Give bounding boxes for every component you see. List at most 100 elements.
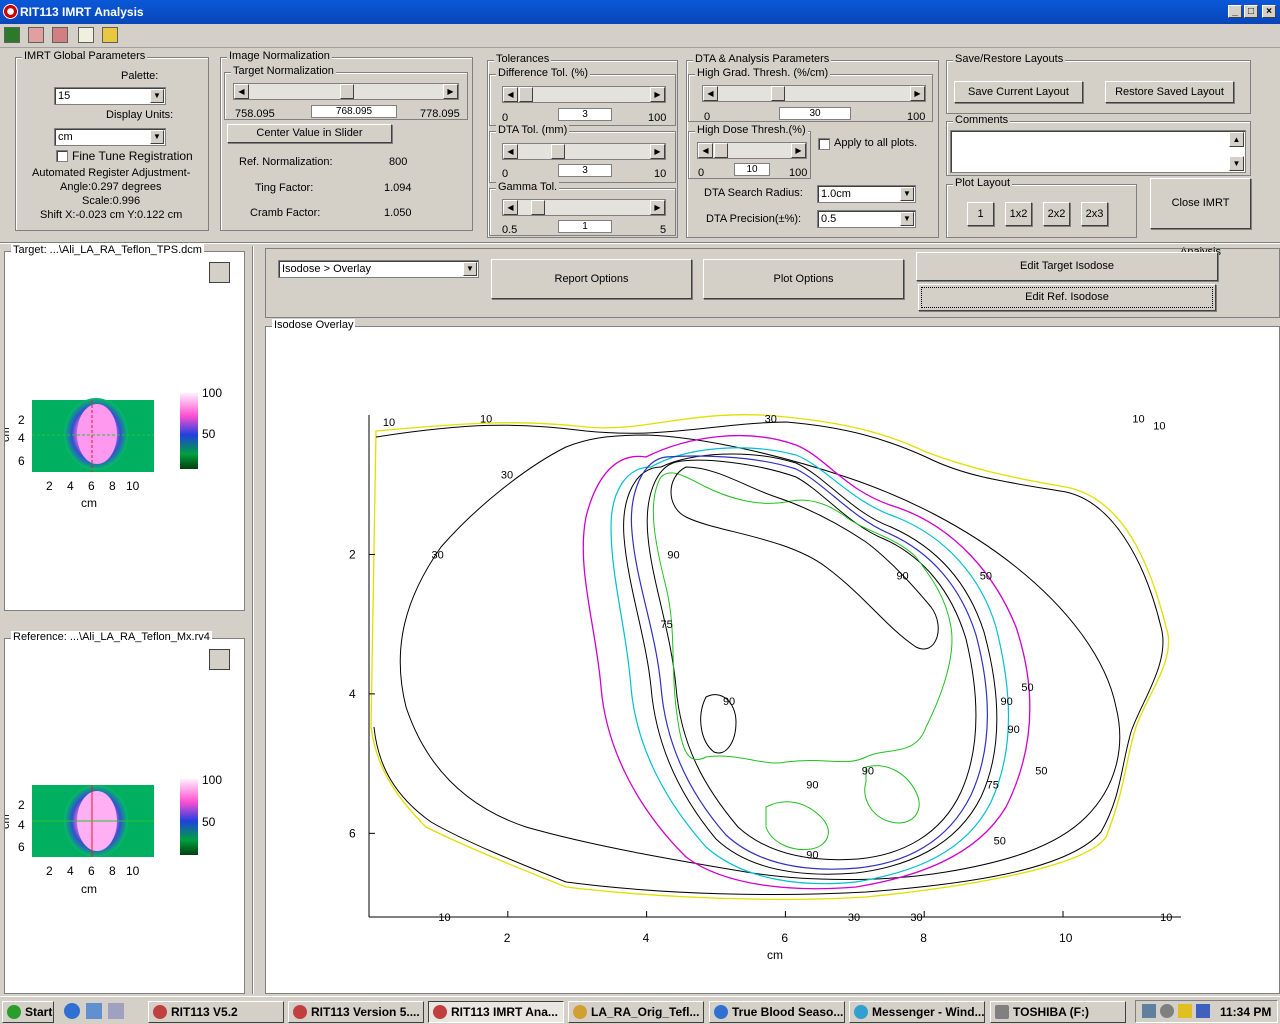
gamma-value[interactable]: 1 <box>558 220 612 233</box>
report-options-button[interactable]: Report Options <box>491 259 692 299</box>
slider-left-arrow[interactable]: ◀ <box>698 143 713 158</box>
image-normalization-group: Image Normalization Target Normalization… <box>220 50 473 231</box>
taskbar-item[interactable]: TOSHIBA (F:) <box>990 1001 1126 1023</box>
slider-thumb[interactable] <box>551 144 565 159</box>
target-normalization-group: Target Normalization ◀ ▶ 758.095 768.095… <box>224 65 468 120</box>
plot-options-button[interactable]: Plot Options <box>703 259 904 299</box>
taskbar-item[interactable]: RIT113 V5.2 <box>148 1001 284 1023</box>
diff-value[interactable]: 3 <box>558 108 612 121</box>
quicklaunch-app-icon[interactable] <box>108 1003 124 1019</box>
tray-monitor-icon[interactable] <box>1196 1004 1210 1018</box>
center-value-button[interactable]: Center Value in Slider <box>227 124 392 143</box>
high-dose-slider[interactable]: ◀ ▶ <box>697 142 807 159</box>
copy-icon[interactable] <box>28 27 44 43</box>
edit-ref-isodose-button[interactable]: Edit Ref. Isodose <box>918 284 1216 311</box>
hd-value[interactable]: 10 <box>734 163 770 176</box>
tray-shield-icon[interactable] <box>1178 1004 1192 1018</box>
hg-value[interactable]: 30 <box>779 107 851 120</box>
norm-min: 758.095 <box>235 108 275 120</box>
close-icon[interactable]: × <box>1262 5 1276 18</box>
cb-max-label: 100 <box>202 386 222 400</box>
gamma-max: 5 <box>660 224 667 236</box>
slider-right-arrow[interactable]: ▶ <box>650 144 665 159</box>
target-thumbnail: 100 50 2 4 6 cm 2 4 6 8 10 cm <box>5 386 222 510</box>
ruler-icon[interactable] <box>209 649 230 670</box>
difference-tol-slider[interactable]: ◀ ▶ <box>502 86 666 103</box>
taskbar-item[interactable]: RIT113 Version 5.... <box>288 1001 424 1023</box>
edit-target-isodose-button[interactable]: Edit Target Isodose <box>916 252 1218 281</box>
precision-value: 0.5 <box>821 213 837 225</box>
precision-label: DTA Precision(±%): <box>706 213 802 225</box>
chevron-down-icon[interactable]: ▼ <box>900 212 914 226</box>
x-tick-label: 4 <box>643 931 650 945</box>
search-radius-select[interactable]: 1.0cm ▼ <box>817 185 916 203</box>
scroll-down-icon[interactable]: ▼ <box>1229 156 1244 171</box>
dta-value[interactable]: 3 <box>558 164 612 177</box>
slider-left-arrow[interactable]: ◀ <box>503 144 518 159</box>
precision-select[interactable]: 0.5 ▼ <box>817 210 916 228</box>
slider-right-arrow[interactable]: ▶ <box>910 86 925 101</box>
slider-thumb[interactable] <box>714 143 728 158</box>
taskbar-item-label: Messenger - Wind... <box>872 1005 985 1019</box>
save-layout-button[interactable]: Save Current Layout <box>954 81 1083 103</box>
layout-1x2-button[interactable]: 1x2 <box>1005 202 1032 226</box>
layout-1-button[interactable]: 1 <box>967 202 994 226</box>
contour-label: 50 <box>980 570 992 582</box>
units-select[interactable]: cm ▼ <box>54 128 166 146</box>
fine-tune-checkbox[interactable] <box>56 150 68 162</box>
minimize-icon[interactable]: _ <box>1228 5 1242 18</box>
isodose-chart: 2 4 6 8 10 2 4 6 cm 10 10 30 10 10 30 30 90 90 50 75 50 90 90… <box>349 413 1181 962</box>
tray-network-icon[interactable] <box>1142 1004 1156 1018</box>
norm-value[interactable]: 768.095 <box>311 105 397 118</box>
slider-right-arrow[interactable]: ▶ <box>650 200 665 215</box>
start-button[interactable]: Start <box>2 1001 54 1023</box>
dta-tol-slider[interactable]: ◀ ▶ <box>502 143 666 160</box>
taskbar-item[interactable]: LA_RA_Orig_Tefl... <box>568 1001 704 1023</box>
slider-left-arrow[interactable]: ◀ <box>703 86 718 101</box>
maximize-icon[interactable]: □ <box>1244 5 1258 18</box>
slider-left-arrow[interactable]: ◀ <box>234 84 249 99</box>
taskbar-item[interactable]: Messenger - Wind... <box>849 1001 985 1023</box>
chevron-down-icon[interactable]: ▼ <box>463 262 477 276</box>
gamma-tol-slider[interactable]: ◀ ▶ <box>502 199 666 216</box>
slider-thumb[interactable] <box>531 200 545 215</box>
slider-right-arrow[interactable]: ▶ <box>650 87 665 102</box>
target-normalization-slider[interactable]: ◀ ▶ <box>233 83 459 100</box>
edit-icon[interactable] <box>78 27 94 43</box>
layout-2x2-button[interactable]: 2x2 <box>1043 202 1070 226</box>
save-icon[interactable] <box>4 27 20 43</box>
layout-2x3-button[interactable]: 2x3 <box>1081 202 1108 226</box>
contour-label: 90 <box>806 849 818 861</box>
taskbar-item[interactable]: True Blood Seaso... <box>709 1001 845 1023</box>
slider-thumb[interactable] <box>771 86 785 101</box>
scroll-up-icon[interactable]: ▲ <box>1229 132 1244 147</box>
chevron-down-icon[interactable]: ▼ <box>150 89 164 103</box>
slider-right-arrow[interactable]: ▶ <box>791 143 806 158</box>
contour-label: 90 <box>896 570 908 582</box>
target-normalization-legend: Target Normalization <box>231 65 336 77</box>
slider-right-arrow[interactable]: ▶ <box>443 84 458 99</box>
palette-select[interactable]: 15 ▼ <box>54 87 166 105</box>
slider-thumb[interactable] <box>340 84 354 99</box>
quicklaunch-desktop-icon[interactable] <box>86 1003 102 1019</box>
comments-textarea[interactable]: ▲ ▼ <box>950 130 1246 173</box>
apply-all-checkbox[interactable] <box>818 138 830 150</box>
close-imrt-button[interactable]: Close IMRT Analysis <box>1150 178 1251 258</box>
high-grad-slider[interactable]: ◀ ▶ <box>702 85 926 102</box>
open-folder-icon[interactable] <box>102 27 118 43</box>
slider-left-arrow[interactable]: ◀ <box>503 200 518 215</box>
chevron-down-icon[interactable]: ▼ <box>900 187 914 201</box>
slider-thumb[interactable] <box>519 87 533 102</box>
chevron-down-icon[interactable]: ▼ <box>150 130 164 144</box>
y-axis-label: cm <box>5 814 12 829</box>
ruler-icon[interactable] <box>209 262 230 283</box>
restore-layout-button[interactable]: Restore Saved Layout <box>1105 81 1234 103</box>
print-icon[interactable] <box>52 27 68 43</box>
slider-left-arrow[interactable]: ◀ <box>503 87 518 102</box>
taskbar-item-label: True Blood Seaso... <box>732 1005 844 1019</box>
view-select[interactable]: Isodose > Overlay ▼ <box>278 260 479 278</box>
quicklaunch-ie-icon[interactable] <box>64 1003 80 1019</box>
tray-security-icon[interactable] <box>1160 1004 1174 1018</box>
taskbar-item-active[interactable]: RIT113 IMRT Ana... <box>428 1001 564 1023</box>
x-tick: 8 <box>109 479 116 493</box>
